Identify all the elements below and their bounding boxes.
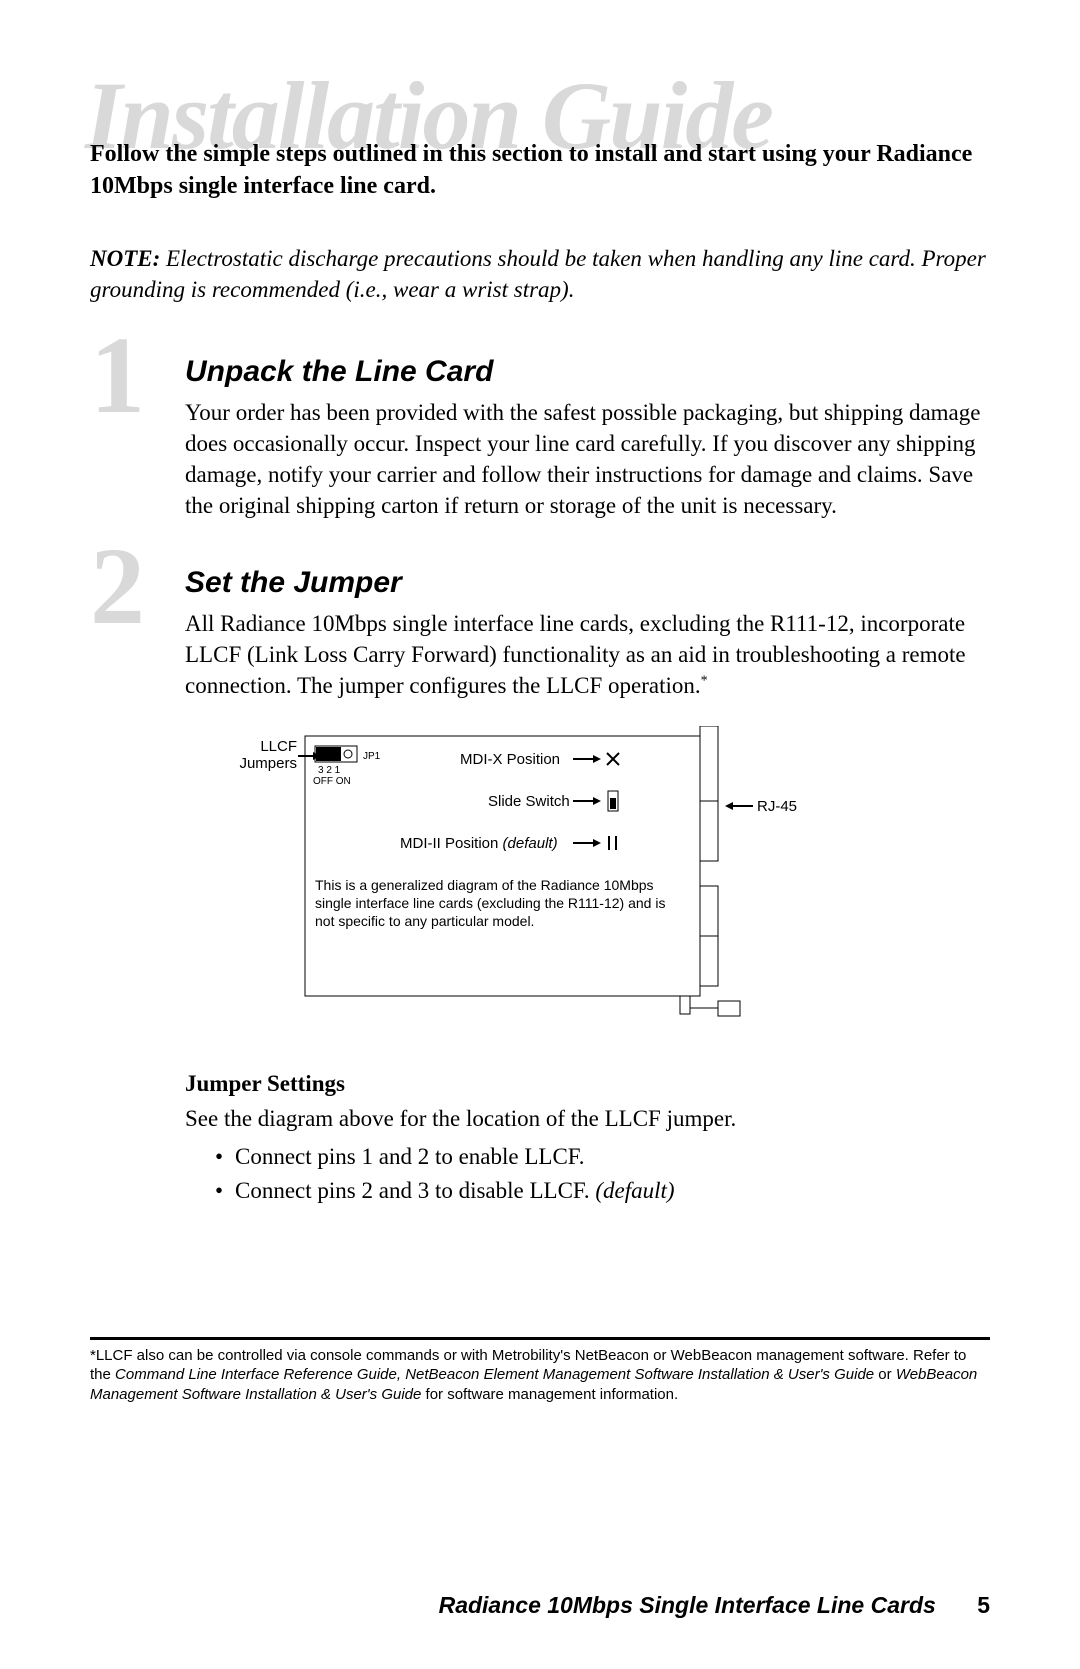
page-number: 5 — [977, 1592, 990, 1618]
step-number-2: 2 — [90, 531, 145, 641]
llcf-label-1: LLCF — [260, 738, 297, 755]
bullet-2: Connect pins 2 and 3 to disable LLCF. (d… — [215, 1174, 990, 1207]
footer-title: Radiance 10Mbps Single Interface Line Ca… — [439, 1592, 936, 1618]
jp1-label: JP1 — [363, 751, 381, 762]
note-text: NOTE: Electrostatic discharge precaution… — [90, 243, 990, 305]
jumper-diagram: LLCF Jumpers JP1 3 2 1 OFF ON MDI-X Posi… — [185, 726, 990, 1036]
note-label: NOTE: — [90, 246, 160, 271]
step-number-1: 1 — [90, 320, 145, 430]
mdiii-label: MDI-II Position (default) — [400, 835, 558, 852]
jumper-settings-text: See the diagram above for the location o… — [185, 1103, 990, 1134]
off-on-label: OFF ON — [313, 776, 351, 787]
step-1-body: Your order has been provided with the sa… — [185, 397, 990, 521]
pins-label: 3 2 1 — [318, 765, 341, 776]
jumper-settings-heading: Jumper Settings — [185, 1071, 990, 1097]
bullet-1: Connect pins 1 and 2 to enable LLCF. — [215, 1140, 990, 1173]
step-2-asterisk: * — [701, 674, 708, 689]
slide-switch-label: Slide Switch — [488, 793, 570, 810]
note-body: Electrostatic discharge precautions shou… — [90, 246, 986, 302]
footnote-text: *LLCF also can be controlled via console… — [90, 1346, 990, 1405]
step-2-body: All Radiance 10Mbps single interface lin… — [185, 608, 990, 701]
llcf-label-2: Jumpers — [239, 755, 297, 772]
diagram-caption: This is a generalized diagram of the Rad… — [315, 876, 685, 931]
step-2-body-text: All Radiance 10Mbps single interface lin… — [185, 611, 966, 698]
page-footer: Radiance 10Mbps Single Interface Line Ca… — [439, 1592, 990, 1619]
step-2: 2 Set the Jumper All Radiance 10Mbps sin… — [90, 566, 990, 1207]
footnote-separator — [90, 1337, 990, 1340]
step-2-title: Set the Jumper — [185, 566, 990, 600]
jumper-bullets: Connect pins 1 and 2 to enable LLCF. Con… — [185, 1140, 990, 1207]
step-1-title: Unpack the Line Card — [185, 355, 990, 389]
mdix-label: MDI-X Position — [460, 751, 560, 768]
step-1: 1 Unpack the Line Card Your order has be… — [90, 355, 990, 521]
rj45-label: RJ-45 — [757, 798, 797, 815]
intro-text: Follow the simple steps outlined in this… — [90, 138, 990, 203]
